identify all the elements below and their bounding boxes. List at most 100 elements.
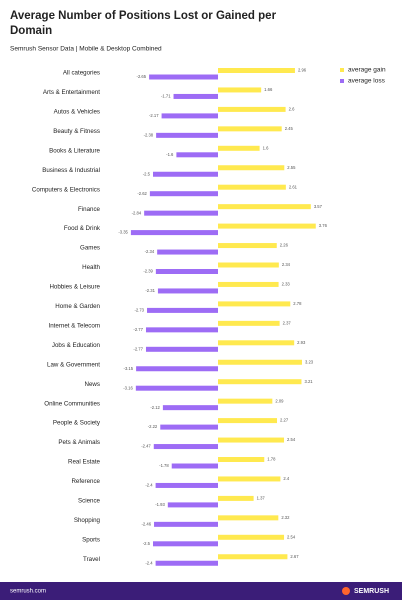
value-label: -1.93 bbox=[155, 502, 165, 507]
bar bbox=[130, 230, 218, 236]
category-label: Shopping bbox=[74, 517, 101, 524]
bar bbox=[218, 379, 302, 385]
value-label: 1.37 bbox=[257, 496, 266, 501]
value-label: 2.93 bbox=[297, 340, 306, 345]
value-label: 1.78 bbox=[267, 457, 276, 462]
category-label: Food & Drink bbox=[64, 225, 101, 232]
value-label: -2.62 bbox=[137, 191, 147, 196]
category-label: Jobs & Education bbox=[52, 342, 101, 349]
category-label: Finance bbox=[78, 206, 101, 213]
value-label: 2.6 bbox=[289, 107, 295, 112]
value-label: -2.22 bbox=[148, 424, 158, 429]
footer-band bbox=[0, 582, 402, 600]
bar bbox=[218, 106, 286, 112]
bar bbox=[155, 482, 218, 488]
value-label: -2.4 bbox=[145, 483, 153, 488]
category-label: Books & Literature bbox=[49, 147, 100, 154]
category-label: Beauty & Fitness bbox=[53, 128, 100, 135]
value-label: 2.27 bbox=[280, 418, 289, 423]
bar bbox=[218, 340, 295, 346]
bar bbox=[135, 385, 218, 391]
bar bbox=[218, 398, 273, 404]
legend-swatch bbox=[340, 79, 344, 83]
bar bbox=[218, 495, 254, 501]
bar bbox=[145, 327, 218, 333]
value-label: -1.78 bbox=[159, 463, 169, 468]
bar bbox=[176, 152, 218, 158]
bar bbox=[218, 534, 285, 540]
bar bbox=[218, 243, 277, 249]
category-label: Computers & Electronics bbox=[32, 186, 100, 193]
value-label: -2.34 bbox=[145, 249, 155, 254]
value-label: -3.16 bbox=[123, 385, 133, 390]
category-label: Health bbox=[82, 264, 100, 271]
category-label: All categories bbox=[63, 70, 100, 77]
category-label: Science bbox=[78, 498, 101, 505]
bar bbox=[167, 502, 218, 508]
bar bbox=[144, 210, 218, 216]
value-label: -2.39 bbox=[143, 269, 153, 274]
legend-label: average gain bbox=[348, 67, 386, 74]
brand-name: SEMRUSH bbox=[354, 588, 389, 595]
value-label: -2.12 bbox=[150, 405, 160, 410]
bar bbox=[218, 68, 295, 73]
bar bbox=[218, 515, 279, 521]
category-label: Games bbox=[80, 245, 100, 252]
bar bbox=[155, 269, 218, 274]
category-label: Pets & Animals bbox=[58, 439, 100, 446]
category-label: Sports bbox=[82, 536, 100, 543]
value-label: 2.26 bbox=[280, 243, 289, 248]
value-label: 1.6 bbox=[263, 145, 269, 150]
value-label: 1.66 bbox=[264, 87, 273, 92]
bar bbox=[218, 165, 285, 171]
bar bbox=[218, 281, 279, 287]
value-label: -2.77 bbox=[133, 346, 143, 351]
bar bbox=[153, 541, 218, 547]
value-label: -2.5 bbox=[143, 541, 151, 546]
bar bbox=[153, 171, 218, 177]
bar bbox=[149, 191, 218, 197]
value-label: 2.96 bbox=[298, 68, 307, 73]
value-label: 2.61 bbox=[289, 184, 298, 189]
value-label: -3.35 bbox=[118, 230, 128, 235]
value-label: -2.31 bbox=[145, 288, 155, 293]
value-label: -3.15 bbox=[124, 366, 134, 371]
footer-url: semrush.com bbox=[10, 589, 46, 595]
value-label: 2.34 bbox=[282, 262, 291, 267]
value-label: -2.65 bbox=[137, 74, 147, 79]
bar bbox=[171, 463, 218, 469]
value-label: -2.47 bbox=[141, 444, 151, 449]
value-label: 2.45 bbox=[285, 126, 294, 131]
bar bbox=[147, 307, 218, 313]
bar bbox=[155, 560, 218, 566]
bar bbox=[153, 444, 218, 450]
category-label: Travel bbox=[83, 556, 100, 563]
value-label: -2.17 bbox=[149, 113, 159, 118]
bar bbox=[218, 301, 291, 307]
value-label: 3.57 bbox=[314, 204, 323, 209]
category-label: News bbox=[85, 381, 100, 388]
category-label: Real Estate bbox=[68, 459, 101, 466]
bar bbox=[157, 249, 218, 255]
value-label: -2.77 bbox=[133, 327, 143, 332]
value-label: 2.4 bbox=[283, 476, 289, 481]
bar bbox=[162, 405, 218, 411]
category-label: Home & Garden bbox=[55, 303, 100, 310]
bar bbox=[218, 145, 260, 151]
category-label: Hobbies & Leisure bbox=[49, 284, 100, 291]
brand-icon bbox=[342, 587, 350, 595]
value-label: 2.54 bbox=[287, 437, 296, 442]
category-label: Reference bbox=[71, 478, 100, 485]
legend-label: average loss bbox=[348, 78, 386, 85]
value-label: 3.21 bbox=[304, 379, 313, 384]
bar bbox=[218, 359, 302, 365]
bar bbox=[149, 74, 218, 80]
value-label: 2.32 bbox=[281, 515, 290, 520]
value-label: -2.46 bbox=[141, 521, 151, 526]
value-label: -2.5 bbox=[143, 171, 151, 176]
value-label: 2.78 bbox=[293, 301, 302, 306]
bar bbox=[218, 437, 285, 443]
category-label: Business & Industrial bbox=[42, 167, 100, 174]
